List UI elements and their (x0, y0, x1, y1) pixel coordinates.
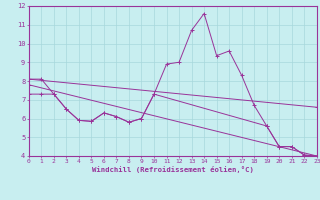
X-axis label: Windchill (Refroidissement éolien,°C): Windchill (Refroidissement éolien,°C) (92, 166, 254, 173)
